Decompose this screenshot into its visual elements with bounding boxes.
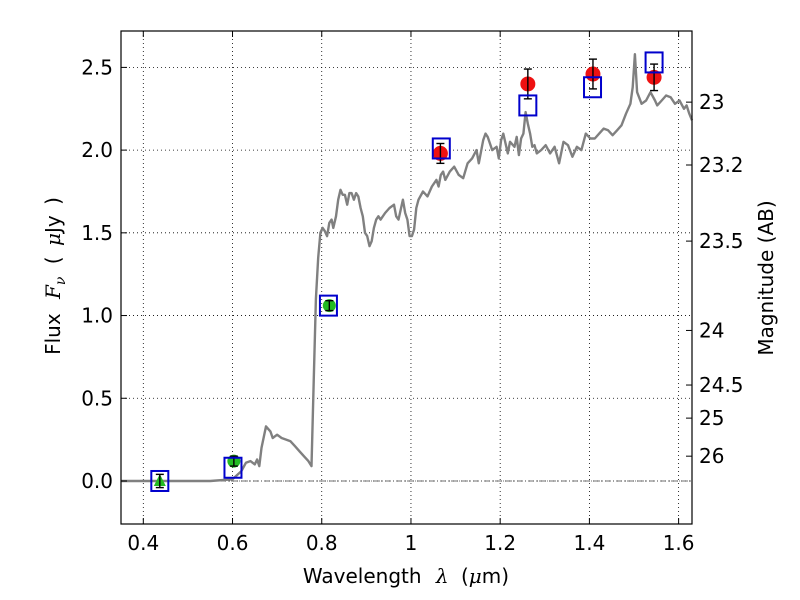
- y-axis-unit-mu: μ: [41, 233, 65, 246]
- model-flux-box: [223, 456, 243, 479]
- model-flux-box: [583, 76, 603, 99]
- y-tick-label: 2.5: [81, 55, 113, 79]
- x-tick-label: 1: [405, 531, 418, 555]
- plot-frame: [120, 30, 693, 525]
- magnitude-axis-label: Magnitude (AB): [754, 200, 778, 355]
- y-axis-label-text: Flux: [41, 313, 65, 355]
- x-axis-label-text: Wavelength: [303, 564, 422, 588]
- x-tick-label: 0.6: [217, 531, 249, 555]
- model-flux-box: [644, 51, 664, 74]
- model-flux-box: [431, 137, 451, 160]
- grid-lines: [121, 31, 692, 524]
- y-axis-label: Flux Fν ( μJy ): [41, 197, 70, 355]
- template-spectrum-line: [121, 53, 694, 483]
- y-axis-unit-rest: Jy: [41, 215, 65, 235]
- y-tick-label: 1.5: [81, 221, 113, 245]
- x-axis-unit-mu: μ: [469, 564, 482, 588]
- x-tick-label: 1.2: [484, 531, 516, 555]
- x-axis-lambda: λ: [435, 564, 449, 588]
- y-tick-label: 0.0: [81, 469, 113, 493]
- y-tick-label: 2.0: [81, 138, 113, 162]
- y-axis-unit-open: (: [41, 256, 65, 264]
- x-tick-label: 1.4: [573, 531, 605, 555]
- x-axis-label: Wavelength λ (μm): [303, 564, 509, 588]
- magnitude-tick-label: 23.5: [699, 229, 744, 253]
- y-axis-unit-close: ): [41, 197, 65, 205]
- x-axis-unit-open: (: [461, 564, 469, 588]
- model-flux-box: [318, 294, 338, 317]
- x-tick-label: 0.8: [306, 531, 338, 555]
- y-tick-label: 1.0: [81, 304, 113, 328]
- y-axis-symbol-f: F: [41, 284, 65, 300]
- x-tick-label: 1.6: [663, 531, 695, 555]
- data-markers: [150, 51, 664, 492]
- y-tick-label: 0.5: [81, 386, 113, 410]
- magnitude-tick-label: 23: [699, 90, 724, 114]
- y-axis-symbol-nu: ν: [53, 276, 69, 285]
- x-tick-label: 0.4: [127, 531, 159, 555]
- magnitude-tick-label: 26: [699, 444, 724, 468]
- axis-ticks: 0.4 0.6 0.8 1 1.2 1.4 1.6 0.0 0.5 1.0 1.5 2.0 2.5 23 2…: [81, 31, 744, 555]
- magnitude-tick-label: 24.5: [699, 373, 744, 397]
- magnitude-tick-label: 23.2: [699, 153, 744, 177]
- model-flux-box: [150, 469, 170, 492]
- model-flux-box: [518, 94, 538, 117]
- x-axis-unit-rest: m): [482, 564, 509, 588]
- magnitude-tick-label: 24: [699, 318, 724, 342]
- magnitude-tick-label: 25: [699, 406, 724, 430]
